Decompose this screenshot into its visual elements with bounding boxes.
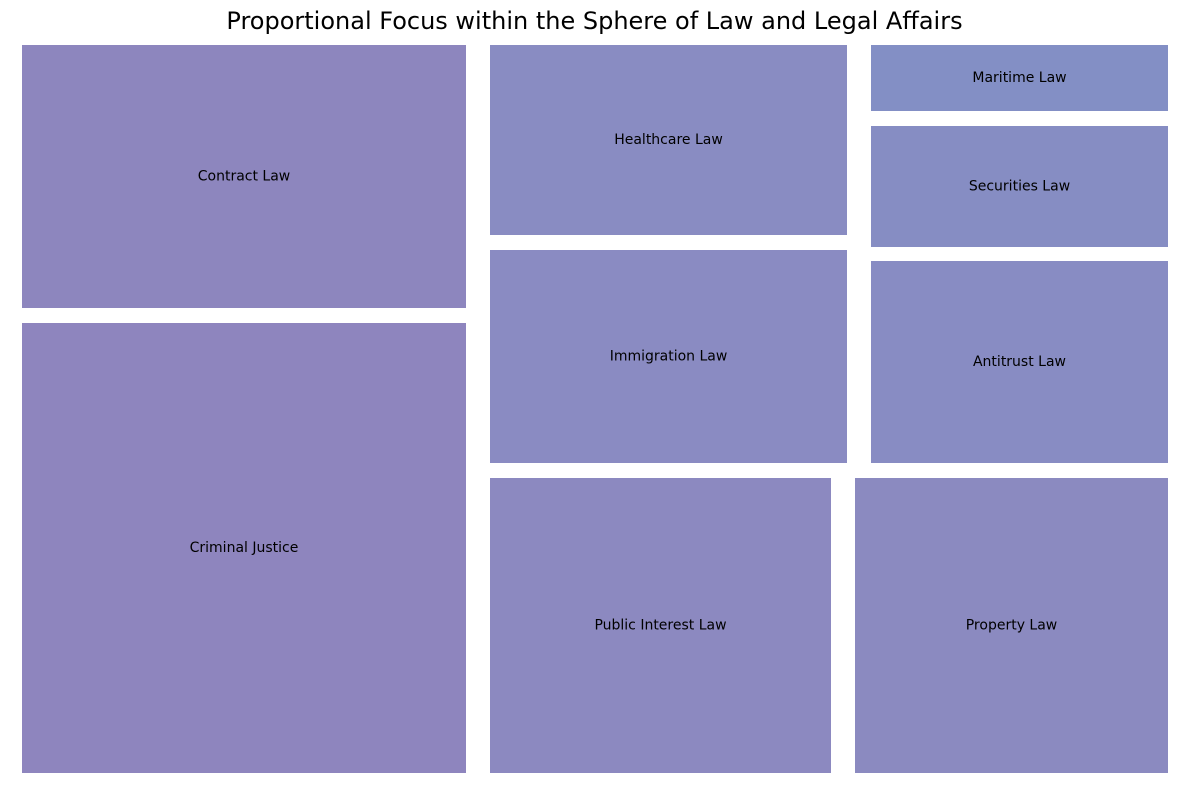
tile-label-criminal-justice: Criminal Justice [190,540,299,556]
tile-criminal-justice [22,323,466,773]
tile-public-interest-law [490,478,831,773]
tile-securities-law [871,126,1168,247]
tile-label-public-interest-law: Public Interest Law [594,618,726,634]
tile-immigration-law [490,250,847,463]
tile-maritime-law [871,45,1168,111]
treemap-tiles: Criminal Justice Contract Law Public Inter… [22,45,1168,773]
tile-label-property-law: Property Law [966,618,1058,634]
tile-contract-law [22,45,466,308]
tile-label-contract-law: Contract Law [198,169,291,185]
tile-label-healthcare-law: Healthcare Law [614,132,723,148]
tile-label-securities-law: Securities Law [969,179,1070,195]
tile-label-antitrust-law: Antitrust Law [973,354,1066,370]
tile-antitrust-law [871,261,1168,463]
tile-healthcare-law [490,45,847,235]
chart-title: Proportional Focus within the Sphere of … [226,7,963,35]
tile-label-maritime-law: Maritime Law [972,70,1066,86]
tile-property-law [855,478,1168,773]
tile-label-immigration-law: Immigration Law [610,349,728,365]
